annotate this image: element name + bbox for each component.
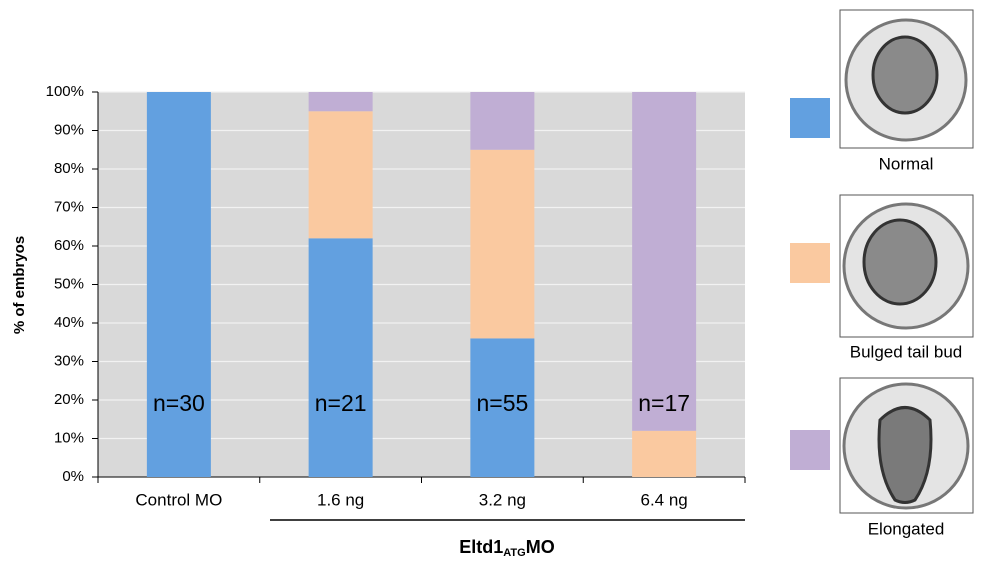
legend-label: Bulged tail bud bbox=[850, 342, 962, 361]
y-axis-label: % of embryos bbox=[11, 236, 28, 334]
x-tick-label: 3.2 ng bbox=[479, 490, 526, 509]
embryo-yolk bbox=[864, 220, 936, 304]
embryo-images bbox=[840, 10, 973, 513]
bar-segment bbox=[309, 238, 373, 477]
bar-segment bbox=[470, 92, 534, 150]
bar-segment bbox=[632, 92, 696, 431]
y-tick-label: 100% bbox=[46, 83, 84, 100]
embryo-yolk bbox=[873, 37, 937, 113]
y-tick-label: 20% bbox=[54, 391, 84, 408]
y-tick-label: 10% bbox=[54, 429, 84, 446]
legend-swatch bbox=[790, 243, 830, 283]
n-label: n=55 bbox=[476, 390, 528, 416]
y-tick-label: 50% bbox=[54, 275, 84, 292]
bar-segment bbox=[309, 92, 373, 111]
y-tick-label: 90% bbox=[54, 121, 84, 138]
legend-swatch bbox=[790, 430, 830, 470]
bar-segment bbox=[470, 150, 534, 339]
chart: % of embryos Eltd1ATGMO 0% 10% 20% 30% 40% 50… bbox=[0, 0, 983, 563]
legend-label: Elongated bbox=[868, 519, 945, 538]
bar-segment bbox=[632, 431, 696, 477]
x-tick-label: 6.4 ng bbox=[640, 490, 687, 509]
y-tick-label: 80% bbox=[54, 160, 84, 177]
group-label: Eltd1ATGMO bbox=[459, 537, 554, 559]
y-tick-label: 0% bbox=[62, 468, 84, 485]
n-label: n=21 bbox=[315, 390, 367, 416]
y-tick-label: 70% bbox=[54, 198, 84, 215]
y-tick-label: 40% bbox=[54, 314, 84, 331]
bar-segment bbox=[147, 92, 211, 477]
page: % of embryos Eltd1ATGMO 0% 10% 20% 30% 40% 50… bbox=[0, 0, 983, 563]
x-tick-label: 1.6 ng bbox=[317, 490, 364, 509]
legend-swatch bbox=[790, 98, 830, 138]
bar-segment bbox=[309, 111, 373, 238]
n-label: n=17 bbox=[638, 390, 690, 416]
y-tick-label: 60% bbox=[54, 237, 84, 254]
n-label: n=30 bbox=[153, 390, 205, 416]
x-tick-label: Control MO bbox=[135, 490, 222, 509]
y-tick-label: 30% bbox=[54, 352, 84, 369]
legend-label: Normal bbox=[879, 154, 934, 173]
